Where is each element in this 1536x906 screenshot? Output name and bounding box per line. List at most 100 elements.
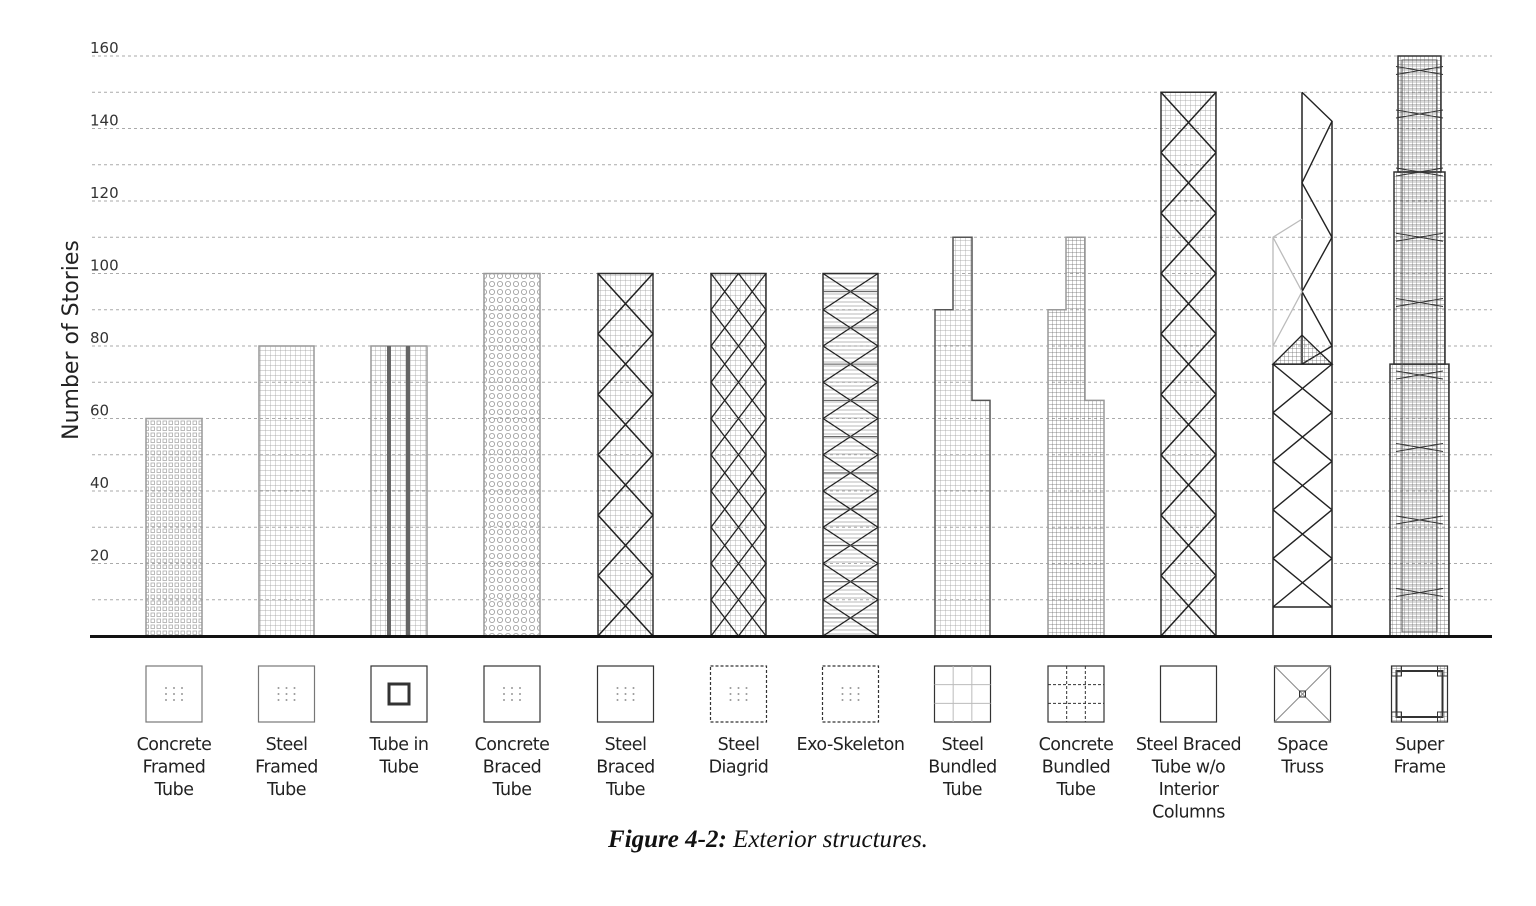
plan-column (632, 699, 635, 701)
plan-column (519, 693, 521, 695)
plan-icon-concrete-bundled-tube (1047, 665, 1105, 723)
bracing-lines (1160, 91, 1217, 637)
gridlines (92, 55, 1492, 601)
plan-column (277, 699, 280, 701)
bracing-lines (597, 272, 654, 637)
frame-brace (1395, 66, 1444, 75)
frame-brace (1395, 298, 1444, 307)
frame-brace (1395, 167, 1444, 177)
label-steel-braced-tube: Steel Braced Tube (596, 735, 654, 800)
y-tick-label: 160 (90, 39, 119, 57)
label-line: Concrete (1039, 735, 1114, 755)
bar-concrete-braced-tube (483, 272, 541, 637)
plan-column (277, 693, 280, 695)
plan-column (737, 687, 740, 689)
bar-steel-bundled-tube (934, 236, 991, 637)
bar-steel-braced-tube-no-interior-columns (1160, 91, 1217, 637)
label-line: Framed (255, 758, 318, 778)
label-line: Frame (1393, 758, 1445, 778)
bar-super-frame (1389, 55, 1450, 637)
plan-core (387, 682, 411, 706)
plan-column (632, 693, 635, 695)
plan-mega-column (1391, 665, 1402, 677)
y-tick-label: 60 (90, 402, 109, 420)
bar-steel-braced-tube (597, 272, 654, 637)
label-line: Steel (605, 735, 647, 755)
bar-concrete-framed-tube (145, 417, 203, 637)
y-tick-label: 80 (90, 329, 109, 347)
label-line: Steel (942, 735, 984, 755)
bar-shape (258, 345, 315, 637)
plan-outline (370, 665, 428, 723)
label-line: Tube (266, 780, 306, 800)
frame-brace (1395, 588, 1444, 597)
plan-column (841, 699, 844, 701)
plan-column (173, 693, 175, 695)
label-line: Tube (605, 780, 645, 800)
bar-shape (145, 417, 203, 637)
label-line: Concrete (137, 735, 212, 755)
plan-column (729, 693, 732, 695)
plan-icon-concrete-framed-tube (145, 665, 203, 723)
y-axis-label: Number of Stories (59, 240, 84, 440)
label-line: Diagrid (709, 758, 769, 778)
label-exo-skeleton: Exo-Skeleton (797, 735, 905, 755)
bar-steel-framed-tube (258, 345, 315, 637)
plan-column (511, 693, 513, 695)
plan-column (277, 687, 280, 689)
plan-column (841, 693, 844, 695)
caption-text: Exterior structures. (726, 826, 928, 853)
frame-brace (1395, 370, 1444, 380)
label-line: Steel Braced (1136, 735, 1241, 755)
label-space-truss: Space Truss (1277, 735, 1328, 778)
plan-column (745, 699, 748, 701)
plan-column (293, 693, 296, 695)
plan-icon-concrete-braced-tube (483, 665, 541, 723)
frame-brace (1395, 109, 1444, 119)
label-line: Framed (143, 758, 206, 778)
plan-column (616, 687, 619, 689)
plan-column (285, 699, 288, 701)
y-tick-label: 40 (90, 474, 109, 492)
label-line: Tube (154, 780, 194, 800)
plan-column (503, 699, 505, 701)
label-concrete-braced-tube: Concrete Braced Tube (475, 735, 550, 800)
bar-concrete-bundled-tube (1047, 236, 1105, 637)
plan-column (849, 699, 852, 701)
label-line: Concrete (475, 735, 550, 755)
plan-icon-tube-in-tube (370, 665, 428, 723)
plan-column (737, 693, 740, 695)
plan-column (181, 699, 183, 701)
label-line: Tube (492, 780, 532, 800)
plan-column (173, 687, 175, 689)
label-line: Columns (1152, 803, 1225, 823)
plan-column (519, 699, 521, 701)
plan-column (849, 687, 852, 689)
plan-column (745, 687, 748, 689)
label-line: Steel (718, 735, 760, 755)
plan-column (849, 693, 852, 695)
y-tick-label: 140 (90, 112, 119, 130)
plan-icon-super-frame (1390, 665, 1449, 723)
plan-icon-steel-braced-tube (596, 665, 655, 723)
label-line: Tube (942, 780, 982, 800)
plan-column (503, 687, 505, 689)
label-steel-braced-tube-no-interior-columns: Steel Braced Tube w/o Interior Columns (1136, 735, 1241, 823)
label-steel-diagrid: Steel Diagrid (709, 735, 769, 778)
bar-steel-diagrid (710, 272, 767, 637)
bar-core (1401, 59, 1438, 633)
bar-space-truss (1271, 91, 1334, 637)
plan-icon-exo-skeleton (821, 665, 880, 723)
label-line: Space (1277, 735, 1328, 755)
bar-shape (370, 345, 428, 637)
plan-column (745, 693, 748, 695)
y-tick-label: 120 (90, 184, 119, 202)
plan-column (624, 693, 627, 695)
plan-column (857, 687, 860, 689)
plan-outline (596, 665, 655, 723)
frame-brace (1395, 232, 1444, 242)
bar-shape (1272, 363, 1333, 637)
bar-tube-in-tube (370, 345, 428, 637)
plan-column (857, 699, 860, 701)
